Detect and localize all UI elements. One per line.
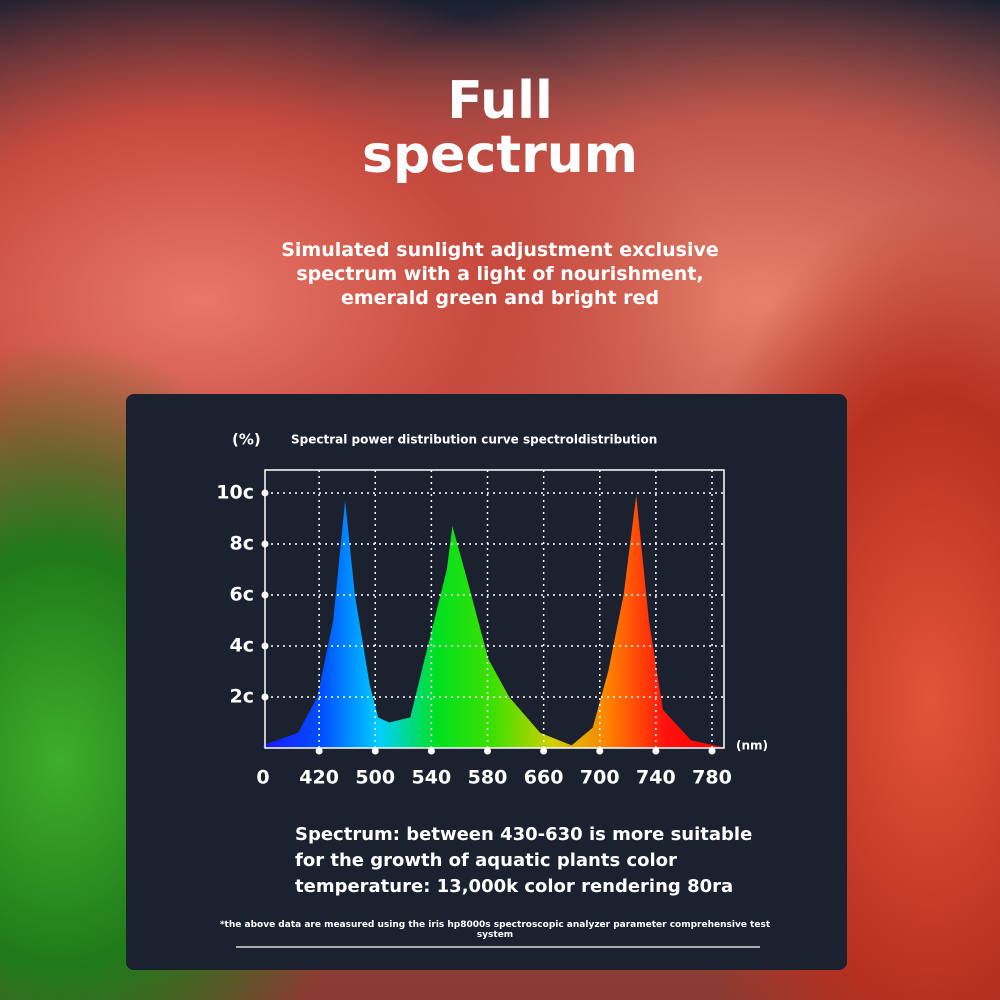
description: Spectrum: between 430-630 is more suitab… (295, 824, 753, 897)
x-tick-label: 660 (524, 767, 564, 789)
x-tick (652, 747, 660, 755)
y-tick (261, 693, 269, 701)
x-tick (540, 747, 548, 755)
x-tick-label: 740 (636, 767, 676, 789)
divider (236, 946, 760, 948)
x-tick (484, 747, 491, 755)
x-tick (596, 747, 604, 755)
y-tick-label: 10c (216, 481, 254, 503)
y-tick-label: 6c (230, 583, 254, 605)
x-tick (371, 747, 379, 755)
x-tick-label: 540 (412, 767, 452, 789)
x-tick-label: 700 (580, 767, 620, 789)
spectrum-area (263, 495, 727, 748)
x-unit: (nm) (736, 739, 768, 753)
x-tick-label: 780 (692, 767, 732, 789)
x-tick (315, 747, 323, 755)
x-tick (427, 747, 435, 755)
y-unit: (%) (232, 431, 261, 449)
title: Full spectrum (362, 71, 638, 185)
chart-title: Spectral power distribution curve spectr… (291, 433, 657, 447)
x-tick-label: 500 (355, 767, 395, 789)
subtitle: Simulated sunlight adjustment exclusive … (281, 239, 719, 309)
x-tick-label: 420 (299, 767, 339, 789)
x-tick (708, 747, 716, 755)
footnote: *the above data are measured using the i… (219, 920, 771, 940)
y-tick (261, 591, 269, 599)
y-tick (261, 540, 269, 548)
plot-frame (264, 469, 725, 749)
y-tick (261, 489, 269, 497)
y-tick-label: 4c (230, 634, 254, 656)
y-tick-label: 2c (230, 685, 254, 707)
y-tick-label: 8c (230, 532, 254, 554)
x-tick-label: 0 (256, 767, 269, 789)
x-tick-label: 580 (468, 767, 508, 789)
y-tick (261, 642, 269, 650)
